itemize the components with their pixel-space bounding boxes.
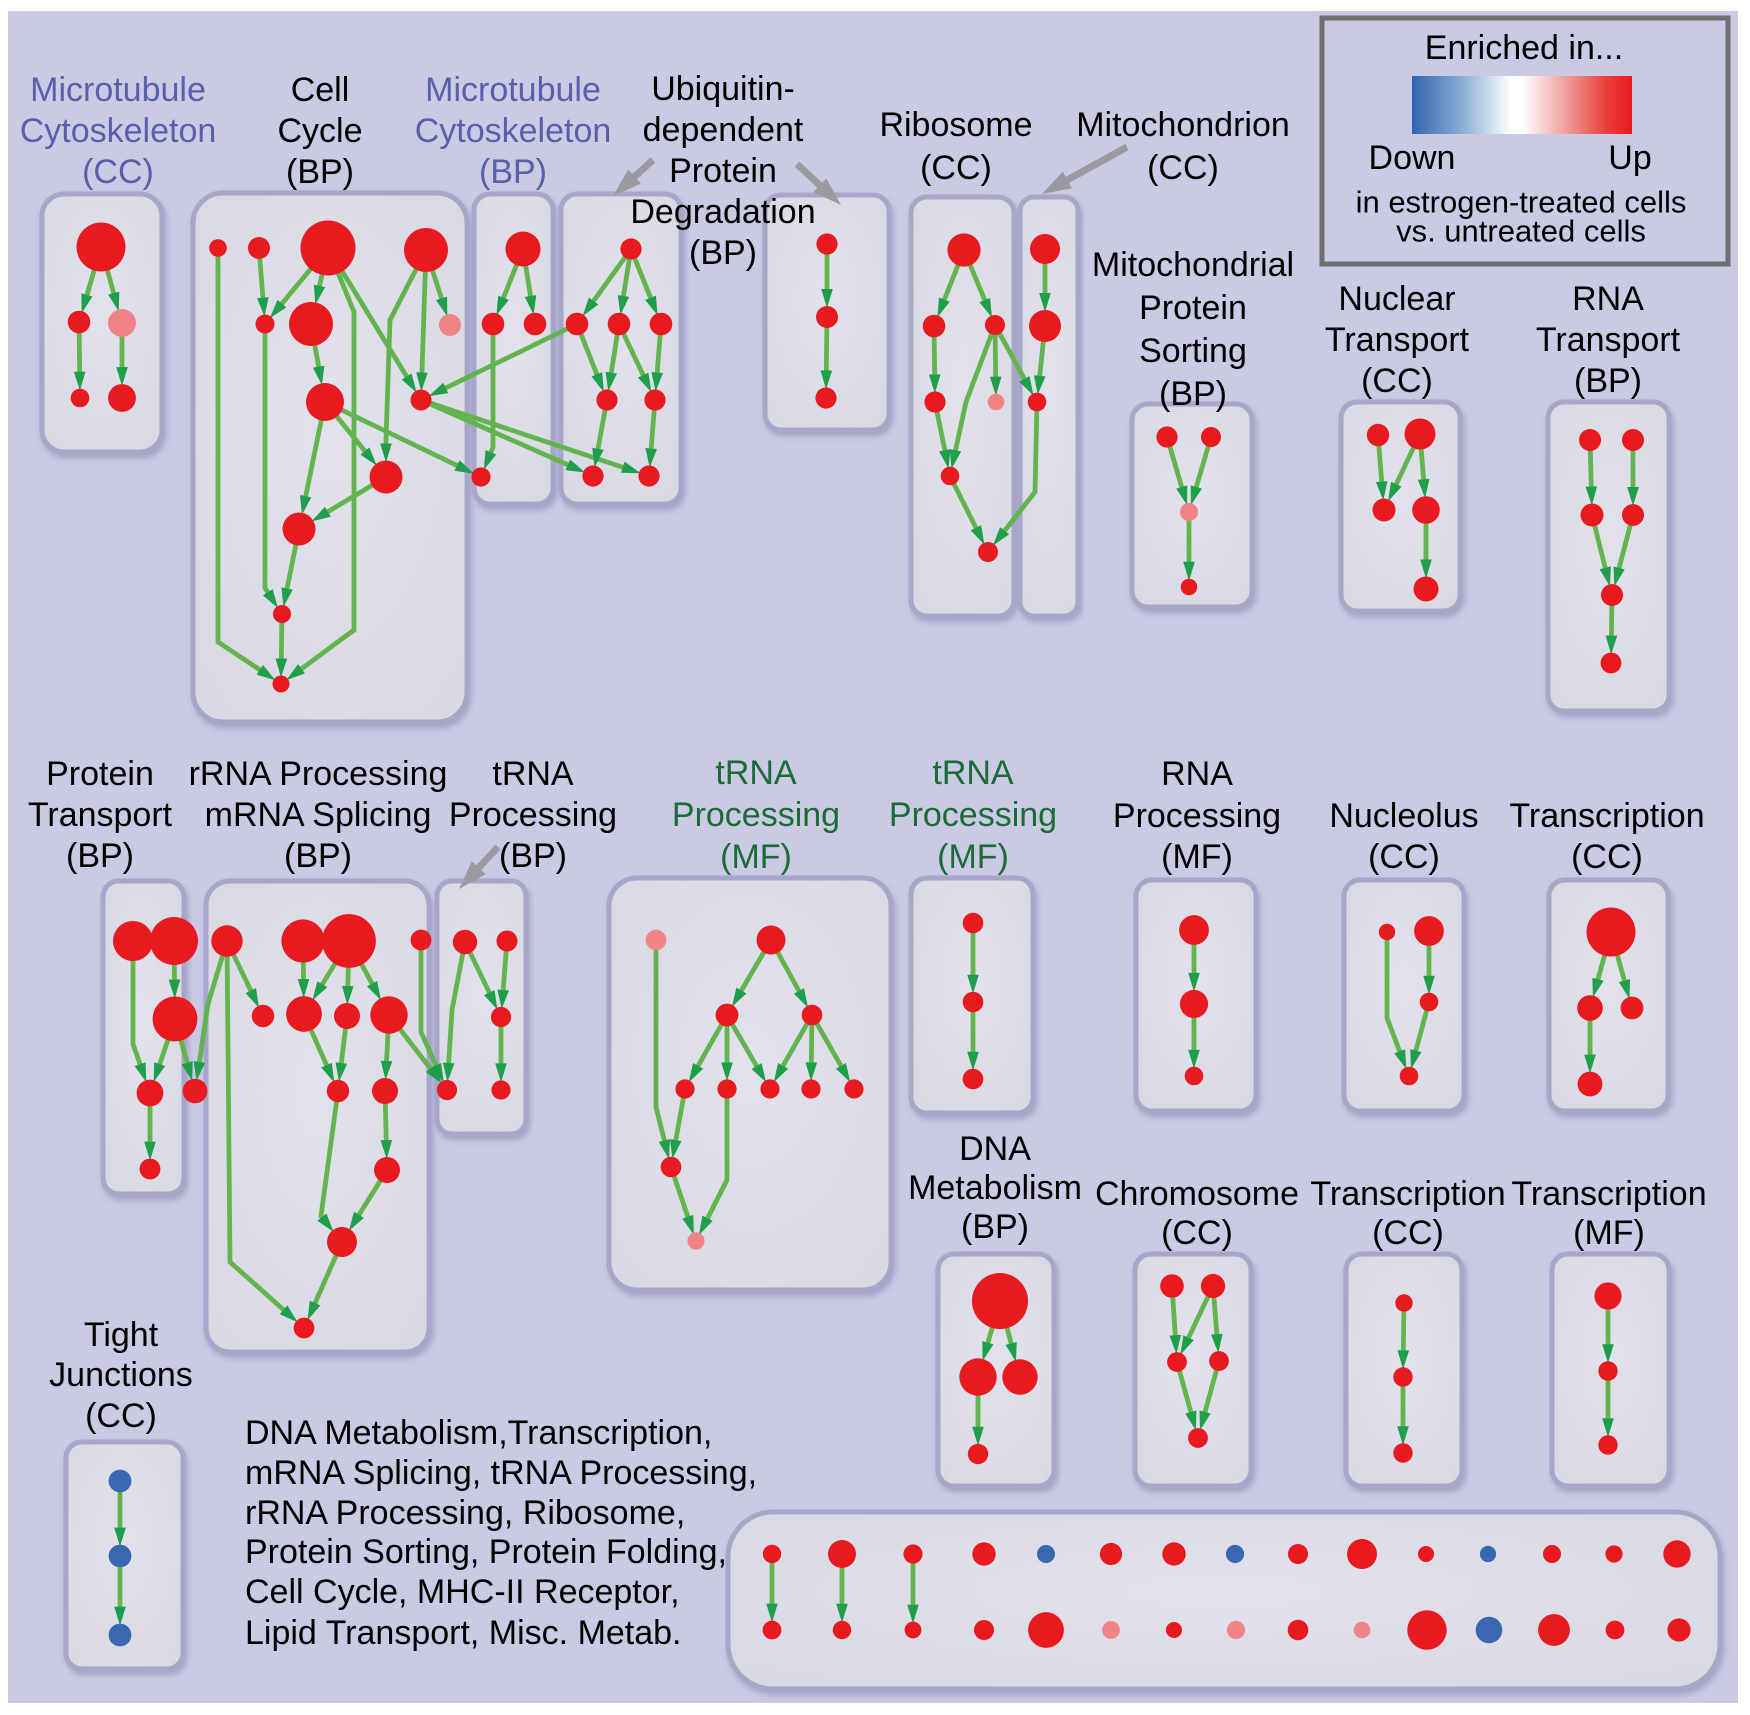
svg-text:(BP): (BP) — [479, 153, 547, 191]
svg-text:(BP): (BP) — [689, 234, 757, 272]
svg-text:Microtubule: Microtubule — [425, 71, 601, 109]
svg-text:Degradation: Degradation — [630, 193, 815, 231]
svg-text:Cytoskeleton: Cytoskeleton — [415, 112, 612, 150]
svg-text:Cell Cycle, MHC-II Receptor,: Cell Cycle, MHC-II Receptor, — [245, 1573, 680, 1611]
svg-text:DNA Metabolism,Transcription,: DNA Metabolism,Transcription, — [245, 1414, 712, 1452]
svg-text:(BP): (BP) — [499, 837, 567, 875]
svg-text:in estrogen-treated cells: in estrogen-treated cells — [1356, 185, 1687, 220]
svg-text:tRNA: tRNA — [932, 754, 1014, 792]
svg-text:Chromosome: Chromosome — [1095, 1175, 1299, 1213]
svg-text:(BP): (BP) — [286, 153, 354, 191]
svg-text:(CC): (CC) — [920, 149, 992, 187]
svg-text:Nuclear: Nuclear — [1338, 280, 1455, 318]
svg-text:Processing: Processing — [672, 796, 840, 834]
svg-text:(CC): (CC) — [85, 1397, 157, 1435]
svg-text:RNA: RNA — [1572, 280, 1644, 318]
svg-text:vs. untreated cells: vs. untreated cells — [1396, 214, 1646, 249]
svg-text:Metabolism: Metabolism — [908, 1169, 1082, 1207]
svg-text:Protein: Protein — [1139, 289, 1247, 327]
svg-text:tRNA: tRNA — [492, 755, 574, 793]
svg-text:tRNA: tRNA — [715, 754, 797, 792]
svg-text:Cytoskeleton: Cytoskeleton — [20, 112, 217, 150]
svg-text:Transcription: Transcription — [1511, 1175, 1706, 1213]
svg-text:Transport: Transport — [28, 796, 173, 834]
svg-text:mRNA Splicing: mRNA Splicing — [205, 796, 432, 834]
svg-text:(MF): (MF) — [1161, 838, 1233, 876]
svg-text:Processing: Processing — [889, 796, 1057, 834]
svg-text:Mitochondrion: Mitochondrion — [1076, 106, 1290, 144]
svg-text:(CC): (CC) — [82, 153, 154, 191]
svg-text:(BP): (BP) — [961, 1208, 1029, 1246]
svg-text:Transport: Transport — [1325, 321, 1470, 359]
svg-text:Cell: Cell — [291, 71, 350, 109]
svg-text:Ubiquitin-: Ubiquitin- — [651, 70, 795, 108]
svg-text:Sorting: Sorting — [1139, 332, 1247, 370]
svg-text:Mitochondrial: Mitochondrial — [1092, 246, 1294, 284]
svg-text:(CC): (CC) — [1368, 838, 1440, 876]
svg-text:(CC): (CC) — [1571, 838, 1643, 876]
svg-text:Transcription: Transcription — [1310, 1175, 1505, 1213]
svg-text:Cycle: Cycle — [277, 112, 362, 150]
svg-text:Lipid Transport, Misc. Metab.: Lipid Transport, Misc. Metab. — [245, 1614, 682, 1652]
svg-text:Protein Sorting, Protein Foldi: Protein Sorting, Protein Folding, — [245, 1533, 727, 1571]
svg-text:RNA: RNA — [1161, 755, 1233, 793]
svg-text:(CC): (CC) — [1161, 1214, 1233, 1252]
svg-text:rRNA Processing, Ribosome,: rRNA Processing, Ribosome, — [245, 1494, 685, 1532]
svg-text:Nucleolus: Nucleolus — [1329, 797, 1478, 835]
svg-text:Ribosome: Ribosome — [879, 106, 1032, 144]
svg-text:Tight: Tight — [84, 1316, 159, 1354]
svg-text:Processing: Processing — [1113, 797, 1281, 835]
svg-text:rRNA Processing: rRNA Processing — [189, 755, 448, 793]
svg-text:(BP): (BP) — [284, 837, 352, 875]
svg-text:(MF): (MF) — [937, 838, 1009, 876]
svg-text:Enriched in...: Enriched in... — [1425, 29, 1623, 67]
svg-text:Microtubule: Microtubule — [30, 71, 206, 109]
svg-text:Up: Up — [1608, 139, 1651, 177]
svg-text:(MF): (MF) — [1573, 1214, 1645, 1252]
svg-text:dependent: dependent — [643, 111, 804, 149]
svg-text:Protein: Protein — [669, 152, 777, 190]
svg-text:Transport: Transport — [1536, 321, 1681, 359]
svg-text:Transcription: Transcription — [1509, 797, 1704, 835]
svg-text:(BP): (BP) — [66, 837, 134, 875]
svg-text:(CC): (CC) — [1147, 149, 1219, 187]
svg-text:Down: Down — [1369, 139, 1456, 177]
svg-text:(CC): (CC) — [1361, 362, 1433, 400]
svg-text:Protein: Protein — [46, 755, 154, 793]
svg-text:(BP): (BP) — [1574, 362, 1642, 400]
svg-text:(BP): (BP) — [1159, 375, 1227, 413]
svg-text:mRNA Splicing, tRNA Processing: mRNA Splicing, tRNA Processing, — [245, 1454, 757, 1492]
svg-text:(MF): (MF) — [720, 838, 792, 876]
svg-text:Processing: Processing — [449, 796, 617, 834]
svg-text:DNA: DNA — [959, 1130, 1031, 1168]
svg-text:Junctions: Junctions — [49, 1356, 193, 1394]
svg-text:(CC): (CC) — [1372, 1214, 1444, 1252]
